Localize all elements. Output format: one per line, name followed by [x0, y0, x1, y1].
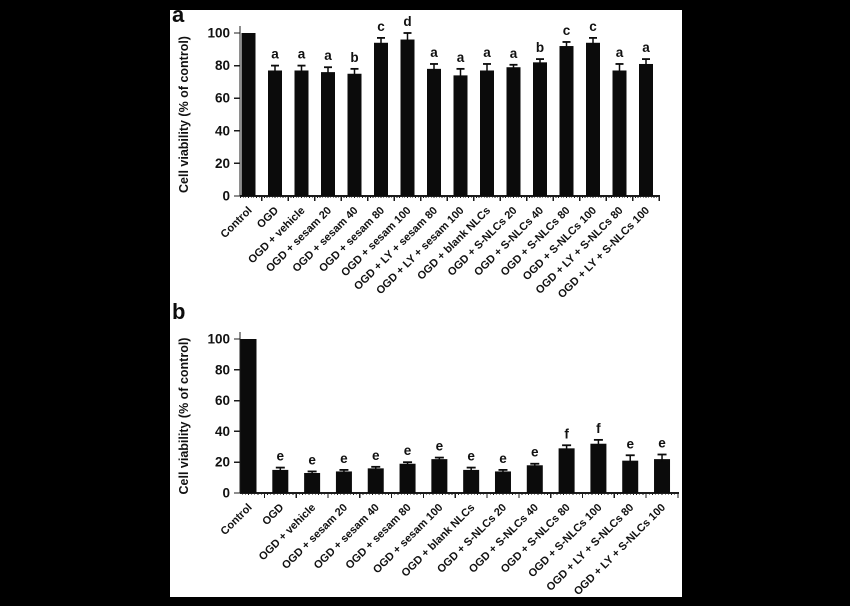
- bar: [294, 70, 309, 196]
- significance-letter: a: [616, 45, 624, 60]
- bar: [268, 70, 282, 196]
- bar: [480, 70, 494, 196]
- bar: [639, 63, 653, 196]
- significance-letter: e: [277, 449, 285, 464]
- significance-letter: e: [531, 445, 539, 460]
- bar: [494, 471, 511, 493]
- bar: [399, 463, 416, 493]
- bar: [335, 471, 352, 493]
- bar: [622, 460, 639, 493]
- bar: [304, 472, 321, 493]
- bar: [526, 465, 543, 493]
- y-tick-label: 80: [215, 362, 230, 377]
- y-tick-label: 100: [207, 332, 230, 347]
- bar: [367, 468, 384, 493]
- significance-letter: a: [324, 48, 332, 63]
- significance-letter: a: [457, 50, 465, 65]
- bar: [321, 72, 335, 196]
- y-axis-title: Cell viability (% of control): [177, 338, 191, 495]
- significance-letter: e: [436, 439, 444, 454]
- bar: [427, 68, 441, 196]
- panel-a-label: a: [172, 2, 185, 27]
- significance-letter: a: [430, 45, 438, 60]
- bar: [400, 39, 415, 196]
- significance-letter: d: [403, 14, 411, 29]
- bar: [586, 42, 600, 196]
- significance-letter: f: [596, 421, 601, 436]
- y-tick-label: 80: [215, 58, 230, 73]
- y-axis-title: Cell viability (% of control): [177, 36, 191, 193]
- bar: [374, 42, 388, 196]
- significance-letter: e: [467, 449, 475, 464]
- bar: [590, 443, 607, 493]
- bar: [558, 448, 575, 493]
- significance-letter: b: [536, 40, 544, 55]
- significance-letter: c: [589, 19, 597, 34]
- y-tick-label: 60: [215, 393, 230, 408]
- bar: [453, 75, 468, 196]
- significance-letter: f: [564, 426, 569, 441]
- significance-letter: e: [308, 452, 316, 467]
- significance-letter: e: [626, 436, 634, 451]
- bar: [612, 70, 627, 196]
- significance-letter: a: [271, 47, 279, 62]
- bar: [533, 62, 547, 197]
- y-tick-label: 0: [222, 189, 230, 204]
- bar: [654, 459, 671, 493]
- significance-letter: a: [298, 47, 306, 62]
- significance-letter: e: [404, 443, 412, 458]
- significance-letter: c: [563, 23, 571, 38]
- bar: [431, 459, 448, 493]
- bar: [506, 67, 521, 196]
- significance-letter: c: [377, 19, 385, 34]
- bar: [241, 33, 256, 196]
- significance-letter: b: [350, 50, 358, 65]
- y-tick-label: 0: [222, 486, 230, 501]
- y-tick-label: 60: [215, 91, 230, 106]
- y-tick-label: 40: [215, 123, 230, 138]
- significance-letter: a: [642, 40, 650, 55]
- significance-letter: a: [483, 45, 491, 60]
- bar: [272, 469, 289, 493]
- significance-letter: e: [499, 451, 507, 466]
- bar: [347, 73, 362, 196]
- bar: [463, 469, 480, 493]
- significance-letter: e: [658, 436, 666, 451]
- significance-letter: a: [510, 46, 518, 61]
- y-tick-label: 20: [215, 156, 230, 171]
- panel-b-label: b: [172, 299, 186, 324]
- significance-letter: e: [372, 448, 380, 463]
- y-tick-label: 20: [215, 455, 230, 470]
- y-tick-label: 40: [215, 424, 230, 439]
- bar: [240, 339, 257, 493]
- bar: [559, 46, 574, 196]
- y-tick-label: 100: [207, 26, 230, 41]
- significance-letter: e: [340, 451, 348, 466]
